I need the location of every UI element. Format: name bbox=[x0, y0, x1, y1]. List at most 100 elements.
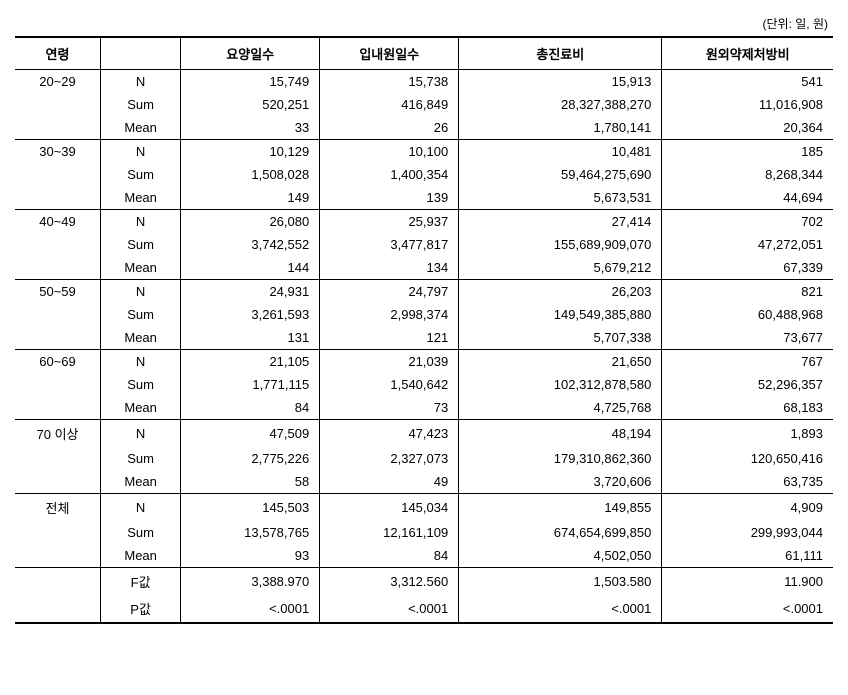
cell-stat: Mean bbox=[101, 116, 181, 140]
cell-age: 50~59 bbox=[15, 280, 101, 304]
table-row: 30~39N10,12910,10010,481185 bbox=[15, 140, 833, 164]
cell-age bbox=[15, 326, 101, 350]
cell-value: 47,272,051 bbox=[662, 233, 833, 256]
table-row: 70 이상N47,50947,42348,1941,893 bbox=[15, 420, 833, 448]
cell-value: 541 bbox=[662, 70, 833, 94]
cell-value: 58 bbox=[181, 470, 320, 494]
cell-value: 767 bbox=[662, 350, 833, 374]
cell-value: 25,937 bbox=[320, 210, 459, 234]
table-row: Sum520,251416,84928,327,388,27011,016,90… bbox=[15, 93, 833, 116]
cell-value: 28,327,388,270 bbox=[459, 93, 662, 116]
cell-value: 15,913 bbox=[459, 70, 662, 94]
cell-stat: Mean bbox=[101, 326, 181, 350]
cell-stat: P값 bbox=[101, 595, 181, 623]
cell-value: 5,707,338 bbox=[459, 326, 662, 350]
cell-stat: Mean bbox=[101, 396, 181, 420]
cell-stat: Sum bbox=[101, 447, 181, 470]
header-blank bbox=[101, 37, 181, 70]
cell-value: 84 bbox=[320, 544, 459, 568]
cell-stat: Mean bbox=[101, 186, 181, 210]
table-row: Mean1311215,707,33873,677 bbox=[15, 326, 833, 350]
header-col2: 입내원일수 bbox=[320, 37, 459, 70]
cell-value: 185 bbox=[662, 140, 833, 164]
cell-value: 4,725,768 bbox=[459, 396, 662, 420]
cell-value: 8,268,344 bbox=[662, 163, 833, 186]
header-col1: 요양일수 bbox=[181, 37, 320, 70]
cell-value: 1,508,028 bbox=[181, 163, 320, 186]
table-row: Sum13,578,76512,161,109674,654,699,85029… bbox=[15, 521, 833, 544]
cell-stat: Mean bbox=[101, 256, 181, 280]
table-row: Mean58493,720,60663,735 bbox=[15, 470, 833, 494]
cell-value: 11,016,908 bbox=[662, 93, 833, 116]
cell-value: 93 bbox=[181, 544, 320, 568]
header-age: 연령 bbox=[15, 37, 101, 70]
cell-value: 21,650 bbox=[459, 350, 662, 374]
cell-value: 10,481 bbox=[459, 140, 662, 164]
cell-value: 520,251 bbox=[181, 93, 320, 116]
cell-value: 1,503.580 bbox=[459, 568, 662, 596]
cell-value: 1,540,642 bbox=[320, 373, 459, 396]
cell-age: 30~39 bbox=[15, 140, 101, 164]
cell-value: 2,775,226 bbox=[181, 447, 320, 470]
cell-value: 145,034 bbox=[320, 494, 459, 522]
cell-stat: Sum bbox=[101, 163, 181, 186]
cell-value: 3,388.970 bbox=[181, 568, 320, 596]
cell-value: 821 bbox=[662, 280, 833, 304]
cell-value: 15,749 bbox=[181, 70, 320, 94]
cell-value: 3,261,593 bbox=[181, 303, 320, 326]
cell-value: 149 bbox=[181, 186, 320, 210]
cell-value: 26 bbox=[320, 116, 459, 140]
cell-value: 49 bbox=[320, 470, 459, 494]
table-row: F값3,388.9703,312.5601,503.58011.900 bbox=[15, 568, 833, 596]
cell-value: 48,194 bbox=[459, 420, 662, 448]
cell-age bbox=[15, 373, 101, 396]
cell-value: <.0001 bbox=[459, 595, 662, 623]
cell-value: 63,735 bbox=[662, 470, 833, 494]
cell-stat: N bbox=[101, 70, 181, 94]
table-row: Sum2,775,2262,327,073179,310,862,360120,… bbox=[15, 447, 833, 470]
cell-value: 2,998,374 bbox=[320, 303, 459, 326]
cell-age bbox=[15, 256, 101, 280]
cell-value: 299,993,044 bbox=[662, 521, 833, 544]
cell-value: 4,909 bbox=[662, 494, 833, 522]
cell-value: 4,502,050 bbox=[459, 544, 662, 568]
cell-value: 5,673,531 bbox=[459, 186, 662, 210]
table-row: Sum1,771,1151,540,642102,312,878,58052,2… bbox=[15, 373, 833, 396]
cell-value: <.0001 bbox=[662, 595, 833, 623]
cell-value: 33 bbox=[181, 116, 320, 140]
cell-value: 2,327,073 bbox=[320, 447, 459, 470]
cell-age bbox=[15, 186, 101, 210]
cell-age bbox=[15, 568, 101, 596]
cell-value: 11.900 bbox=[662, 568, 833, 596]
cell-age: 전체 bbox=[15, 494, 101, 522]
cell-value: 120,650,416 bbox=[662, 447, 833, 470]
cell-value: 1,780,141 bbox=[459, 116, 662, 140]
table-row: Mean84734,725,76868,183 bbox=[15, 396, 833, 420]
cell-value: 44,694 bbox=[662, 186, 833, 210]
cell-stat: Mean bbox=[101, 470, 181, 494]
cell-stat: N bbox=[101, 280, 181, 304]
header-col3: 총진료비 bbox=[459, 37, 662, 70]
cell-value: 10,129 bbox=[181, 140, 320, 164]
cell-value: 15,738 bbox=[320, 70, 459, 94]
cell-age bbox=[15, 116, 101, 140]
data-table: 연령 요양일수 입내원일수 총진료비 원외약제처방비 20~29N15,7491… bbox=[15, 36, 833, 624]
cell-value: 21,039 bbox=[320, 350, 459, 374]
cell-stat: F값 bbox=[101, 568, 181, 596]
cell-age bbox=[15, 396, 101, 420]
cell-age bbox=[15, 93, 101, 116]
cell-stat: Sum bbox=[101, 233, 181, 256]
cell-value: 1,771,115 bbox=[181, 373, 320, 396]
cell-value: 1,400,354 bbox=[320, 163, 459, 186]
cell-stat: Mean bbox=[101, 544, 181, 568]
table-row: 전체N145,503145,034149,8554,909 bbox=[15, 494, 833, 522]
cell-value: 67,339 bbox=[662, 256, 833, 280]
cell-value: 26,080 bbox=[181, 210, 320, 234]
cell-age: 40~49 bbox=[15, 210, 101, 234]
cell-age bbox=[15, 233, 101, 256]
cell-value: 155,689,909,070 bbox=[459, 233, 662, 256]
cell-stat: N bbox=[101, 140, 181, 164]
cell-value: 68,183 bbox=[662, 396, 833, 420]
cell-stat: Sum bbox=[101, 373, 181, 396]
cell-value: 73 bbox=[320, 396, 459, 420]
